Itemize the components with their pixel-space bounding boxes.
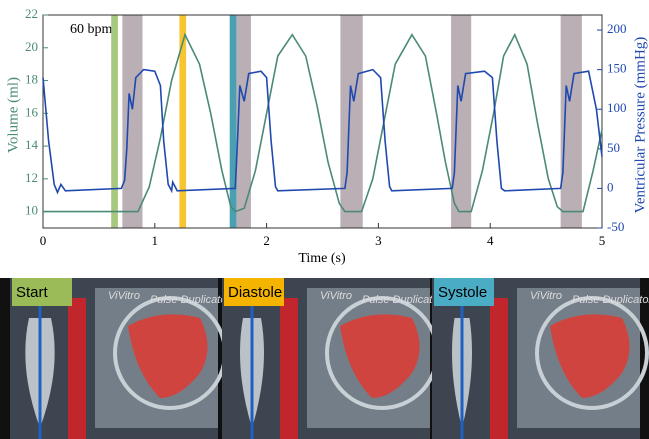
red-bar [280,298,298,439]
photo-panel: ViVitro Pulse Duplicator Diastole [222,278,443,439]
shaded-region [451,15,471,228]
marker-band [179,15,186,228]
annotation: 60 bpm [70,22,113,37]
y-tick-label: 20 [25,39,38,54]
marker-band [230,15,237,228]
panel-label: Systole [438,284,487,301]
x-axis-label: Time (s) [298,251,346,266]
x-tick-label: 0 [40,233,47,248]
marker-band [111,15,118,228]
y2-tick-label: 50 [607,140,620,155]
panel-label: Diastole [228,284,282,301]
shaded-region [561,15,582,228]
y-axis-label: Volume (ml) [5,77,21,153]
brand-text: ViVitro [530,290,562,302]
y2-tick-label: -50 [607,219,624,234]
y2-tick-label: 100 [607,100,627,115]
x-tick-label: 4 [487,233,494,248]
x-tick-label: 1 [152,233,159,248]
brand-text: ViVitro [320,290,352,302]
y2-tick-label: 200 [607,21,627,36]
y2-tick-label: 0 [607,179,614,194]
page: {"chart_data": {"type": "line", "annotat… [0,0,649,439]
device-text: Pulse Duplicator [572,294,649,306]
y-tick-label: 12 [25,170,38,185]
y-tick-label: 18 [25,72,38,87]
photo-strip: ViVitro Pulse Duplicator Start ViVitro Pulse… [0,270,649,439]
y-tick-label: 10 [25,203,38,218]
brand-text: ViVitro [108,290,140,302]
x-tick-label: 5 [599,233,606,248]
device-text: Pulse Duplicator [150,294,231,306]
red-bar [490,298,508,439]
y2-axis-label: Ventricular Pressure (mmHg) [632,37,648,214]
photo-panel: ViVitro Pulse Duplicator Systole [432,278,649,439]
shaded-region [122,15,142,228]
photo-panel: ViVitro Pulse Duplicator Start [10,278,231,439]
x-tick-label: 2 [263,233,270,248]
red-bar [68,298,86,439]
y-tick-label: 16 [25,104,39,119]
chart: 60 bpm Time (s) Volume (ml) Ventricular … [0,0,649,270]
y-tick-label: 22 [25,6,38,21]
x-tick-label: 3 [375,233,382,248]
y-tick-label: 14 [25,137,39,152]
y2-tick-label: 150 [607,61,627,76]
shaded-region [340,15,362,228]
device-text: Pulse Duplicator [362,294,443,306]
panel-label: Start [16,284,49,301]
